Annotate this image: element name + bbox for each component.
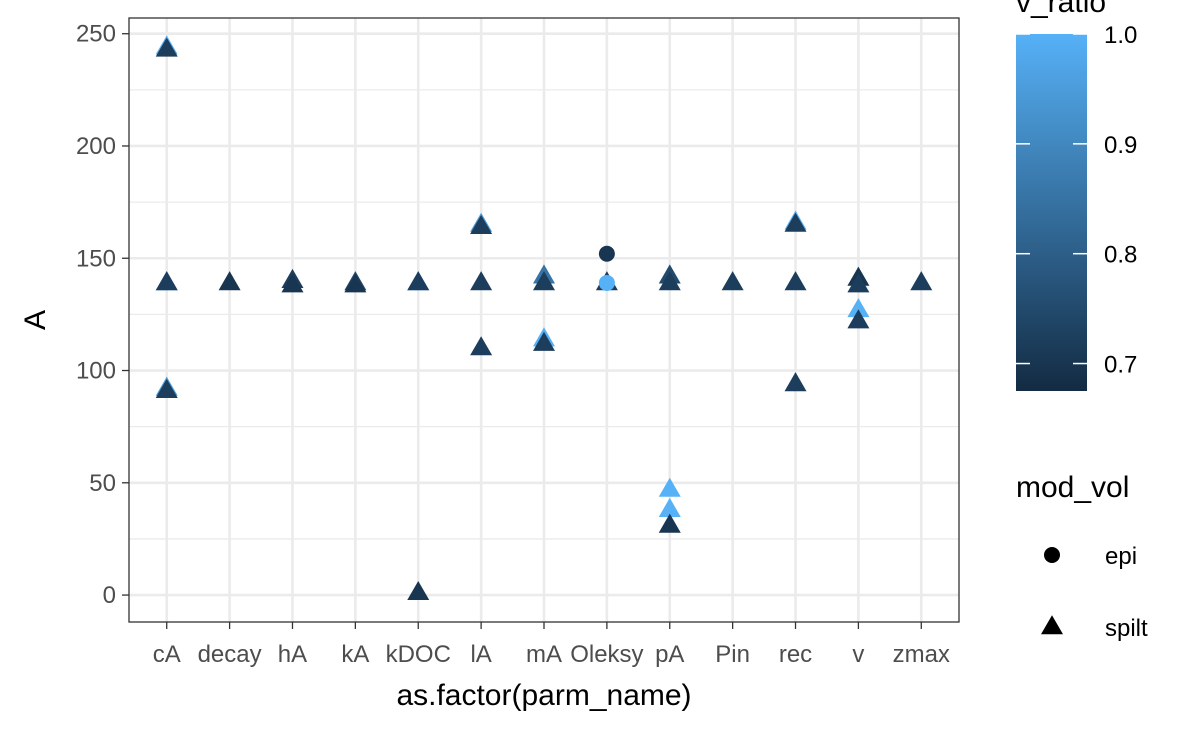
data-point-triangle (721, 271, 744, 291)
data-point-triangle (407, 580, 430, 601)
data-point-triangle (218, 271, 241, 291)
data-point-triangle (847, 273, 870, 293)
data-point-circle (598, 274, 615, 291)
data-point-triangle (470, 271, 493, 291)
shape-legend-entries: epi spilt (1041, 543, 1148, 642)
data-point-triangle (847, 298, 870, 318)
y-tick-label: 200 (76, 133, 116, 160)
color-bar-tick-label: 1.0 (1104, 22, 1137, 49)
shape-legend: mod_vol epi spilt (1016, 471, 1148, 642)
data-point-triangle (533, 271, 555, 291)
data-point-triangle (155, 378, 178, 398)
data-point-triangle (658, 497, 681, 517)
color-bar-tick-label: 0.9 (1104, 132, 1137, 159)
data-points (155, 35, 933, 601)
data-point-triangle (470, 336, 493, 356)
shape-legend-title: mod_vol (1016, 471, 1129, 504)
legend-circle-icon (1044, 547, 1060, 563)
x-tick-label: lA (470, 641, 491, 668)
color-bar-ticks: 0.7 0.8 0.9 1.0 (1016, 22, 1137, 379)
x-tick-label: v (852, 641, 864, 668)
data-point-triangle (784, 372, 807, 392)
color-legend: v_ratio 0.7 0.8 0.9 1.0 (1016, 0, 1137, 391)
legend-triangle-icon (1041, 615, 1063, 635)
data-point-triangle (658, 271, 681, 291)
shape-legend-label: epi (1105, 543, 1137, 570)
x-tick-label: mA (526, 641, 562, 668)
y-tick-label: 150 (76, 245, 116, 272)
data-point-triangle (847, 309, 870, 329)
y-tick-label: 250 (76, 21, 116, 48)
x-tick-label: Pin (715, 641, 750, 668)
x-tick-label: kA (341, 641, 369, 668)
y-axis: 0 50 100 150 200 250 (76, 21, 129, 609)
color-bar-tick-label: 0.7 (1104, 352, 1137, 379)
data-point-triangle (470, 215, 493, 235)
x-axis-title: as.factor(parm_name) (396, 679, 691, 712)
x-tick-label: hA (278, 641, 307, 668)
x-tick-label: cA (153, 641, 181, 668)
data-point-circle (598, 245, 615, 262)
y-tick-label: 100 (76, 358, 116, 385)
y-tick-label: 0 (103, 582, 116, 609)
data-point-triangle (658, 513, 681, 533)
data-point-triangle (658, 477, 681, 497)
x-tick-label: rec (779, 641, 812, 668)
data-point-triangle (344, 273, 367, 293)
x-tick-label: zmax (893, 641, 950, 668)
y-tick-label: 50 (89, 470, 116, 497)
color-bar-tick-label: 0.8 (1104, 242, 1137, 269)
data-point-triangle (281, 273, 304, 293)
y-axis-title: A (19, 310, 52, 330)
color-bar (1016, 34, 1087, 391)
data-point-triangle (533, 331, 555, 351)
data-point-triangle (407, 271, 430, 291)
x-tick-label: decay (198, 641, 262, 668)
data-point-triangle (784, 271, 807, 291)
data-point-triangle (784, 212, 807, 232)
shape-legend-label: spilt (1105, 615, 1148, 642)
x-axis: cA decay hA kA kDOC lA mA Oleksy pA Pin rec v zmax (153, 622, 950, 668)
color-legend-title: v_ratio (1016, 0, 1106, 19)
data-point-triangle (155, 271, 178, 291)
x-tick-label: kDOC (386, 641, 451, 668)
x-tick-label: Oleksy (570, 641, 643, 668)
data-point-triangle (155, 37, 178, 57)
data-point-triangle (910, 271, 933, 291)
x-tick-label: pA (655, 641, 684, 668)
